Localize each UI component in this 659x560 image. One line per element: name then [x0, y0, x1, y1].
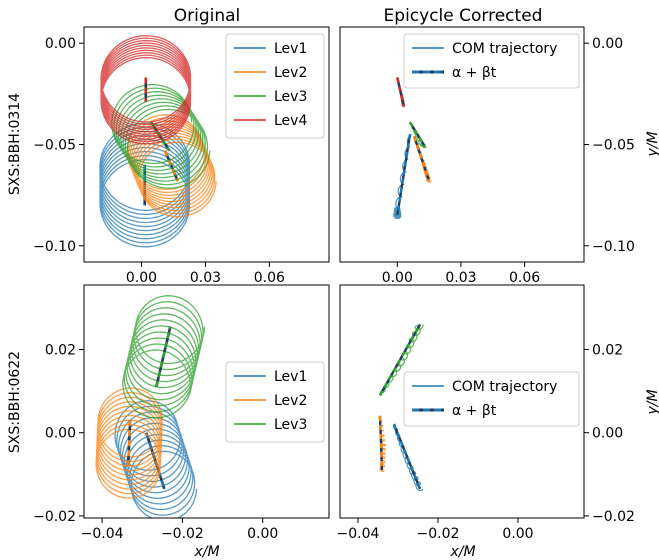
legend-label: Lev3: [274, 417, 307, 433]
series-lev2-com: [378, 415, 387, 473]
x-tick-label: 0.06: [254, 270, 285, 286]
legend: COM trajectory α + βt: [403, 33, 580, 89]
series-lev3-com: [379, 324, 424, 396]
y-tick-label: −0.10: [592, 239, 635, 255]
y-tick-label: −0.02: [33, 509, 76, 525]
plot-area: [95, 295, 206, 518]
x-axis-label-right: x/M: [449, 544, 475, 560]
y-axis-label-bottom: y/M: [645, 389, 659, 415]
legend-label: α + βt: [452, 403, 497, 419]
axes-frame: [339, 284, 585, 519]
y-tick-label: −0.05: [33, 138, 76, 154]
legend-box: [225, 33, 325, 139]
series-lev1-fit: [392, 423, 422, 490]
x-tick-label: 0.06: [509, 270, 540, 286]
x-tick-label: 0.00: [247, 526, 278, 542]
series-lev3-fit: [408, 121, 426, 148]
series-lev3-loops: [122, 295, 206, 419]
panel-1: 0.00 0.03 0.060.00−0.05−0.10Lev1Lev2Lev3Le…: [33, 26, 330, 286]
col-title-original: Original: [174, 6, 241, 26]
series-lev2-fit: [378, 416, 384, 471]
legend: Lev1 Lev2 Lev3 Lev4: [225, 33, 325, 139]
series-lev1-com: [393, 133, 413, 220]
legend-label: COM trajectory: [452, 379, 557, 395]
series-lev2-fit: [413, 136, 431, 182]
x-tick-label: 0.03: [445, 270, 476, 286]
series-lev1-fit: [396, 134, 412, 216]
series-lev2-loops: [95, 387, 163, 499]
legend-label: α + βt: [452, 65, 497, 81]
plot-area: [393, 77, 432, 220]
y-tick-label: 0.00: [45, 426, 76, 442]
series-lev2-loops: [126, 114, 217, 218]
x-axis-label-left: x/M: [193, 544, 219, 560]
y-tick-label: 0.02: [592, 342, 623, 358]
y-axis-label-top: y/M: [645, 131, 659, 157]
plot-area: [99, 35, 217, 248]
panel-4: −0.04 −0.02 0.00 0.02 0.00 −0.02 COM trajector…: [337, 284, 635, 542]
legend-box: [403, 33, 580, 89]
legend-label: Lev1: [274, 369, 307, 385]
y-tick-label: 0.00: [592, 36, 623, 52]
legend-box: [403, 371, 580, 427]
series-lev3-loops: [111, 83, 211, 189]
axes-frame: [83, 284, 330, 519]
row-label-0622: SXS:BBH:0622: [7, 351, 23, 453]
x-tick-label: −0.02: [417, 526, 460, 542]
x-tick-label: −0.02: [161, 526, 204, 542]
y-tick-label: 0.00: [592, 426, 623, 442]
y-tick-label: 0.02: [45, 342, 76, 358]
legend: COM trajectory α + βt: [403, 371, 580, 427]
series-lev3-fit: [155, 326, 172, 388]
series-lev3-fit: [150, 121, 171, 152]
y-tick-label: 0.00: [45, 36, 76, 52]
y-tick-label: −0.05: [592, 138, 635, 154]
series-lev1-loops: [99, 122, 191, 248]
panel-2: 0.00 0.03 0.06 0.00 −0.05 −0.10 COM trajectory…: [339, 26, 635, 286]
series-lev3-fit: [378, 323, 422, 396]
y-tick-label: −0.02: [592, 509, 635, 525]
legend-label: COM trajectory: [452, 41, 557, 57]
x-tick-label: 0.03: [190, 270, 221, 286]
series-lev1-fit-dark: [145, 432, 166, 490]
series-lev4-fit: [396, 77, 405, 107]
panel-3: −0.04 −0.02 0.00 0.02 0.00 −0.02 Lev1 Lev2 Lev3: [33, 284, 330, 542]
legend-box: [225, 361, 325, 443]
x-tick-label: −0.04: [81, 526, 124, 542]
legend-label: Lev2: [274, 65, 307, 81]
legend-label: Lev4: [274, 113, 307, 129]
x-tick-label: 0.00: [126, 270, 157, 286]
x-tick-label: −0.04: [337, 526, 380, 542]
col-title-corrected: Epicycle Corrected: [384, 6, 543, 26]
x-tick-label: 0.00: [502, 526, 533, 542]
x-tick-label: 0.00: [382, 270, 413, 286]
series-lev2-fit: [126, 420, 132, 467]
plot-area: [378, 323, 424, 492]
y-tick-label: −0.10: [33, 239, 76, 255]
legend-label: Lev3: [274, 89, 307, 105]
legend: Lev1 Lev2 Lev3: [225, 361, 325, 443]
legend-label: Lev2: [274, 393, 307, 409]
series-lev2-fit: [163, 150, 179, 182]
series-lev4-loops: [100, 35, 192, 145]
row-label-0314: SXS:BBH:0314: [7, 93, 23, 195]
legend-label: Lev1: [274, 41, 307, 57]
